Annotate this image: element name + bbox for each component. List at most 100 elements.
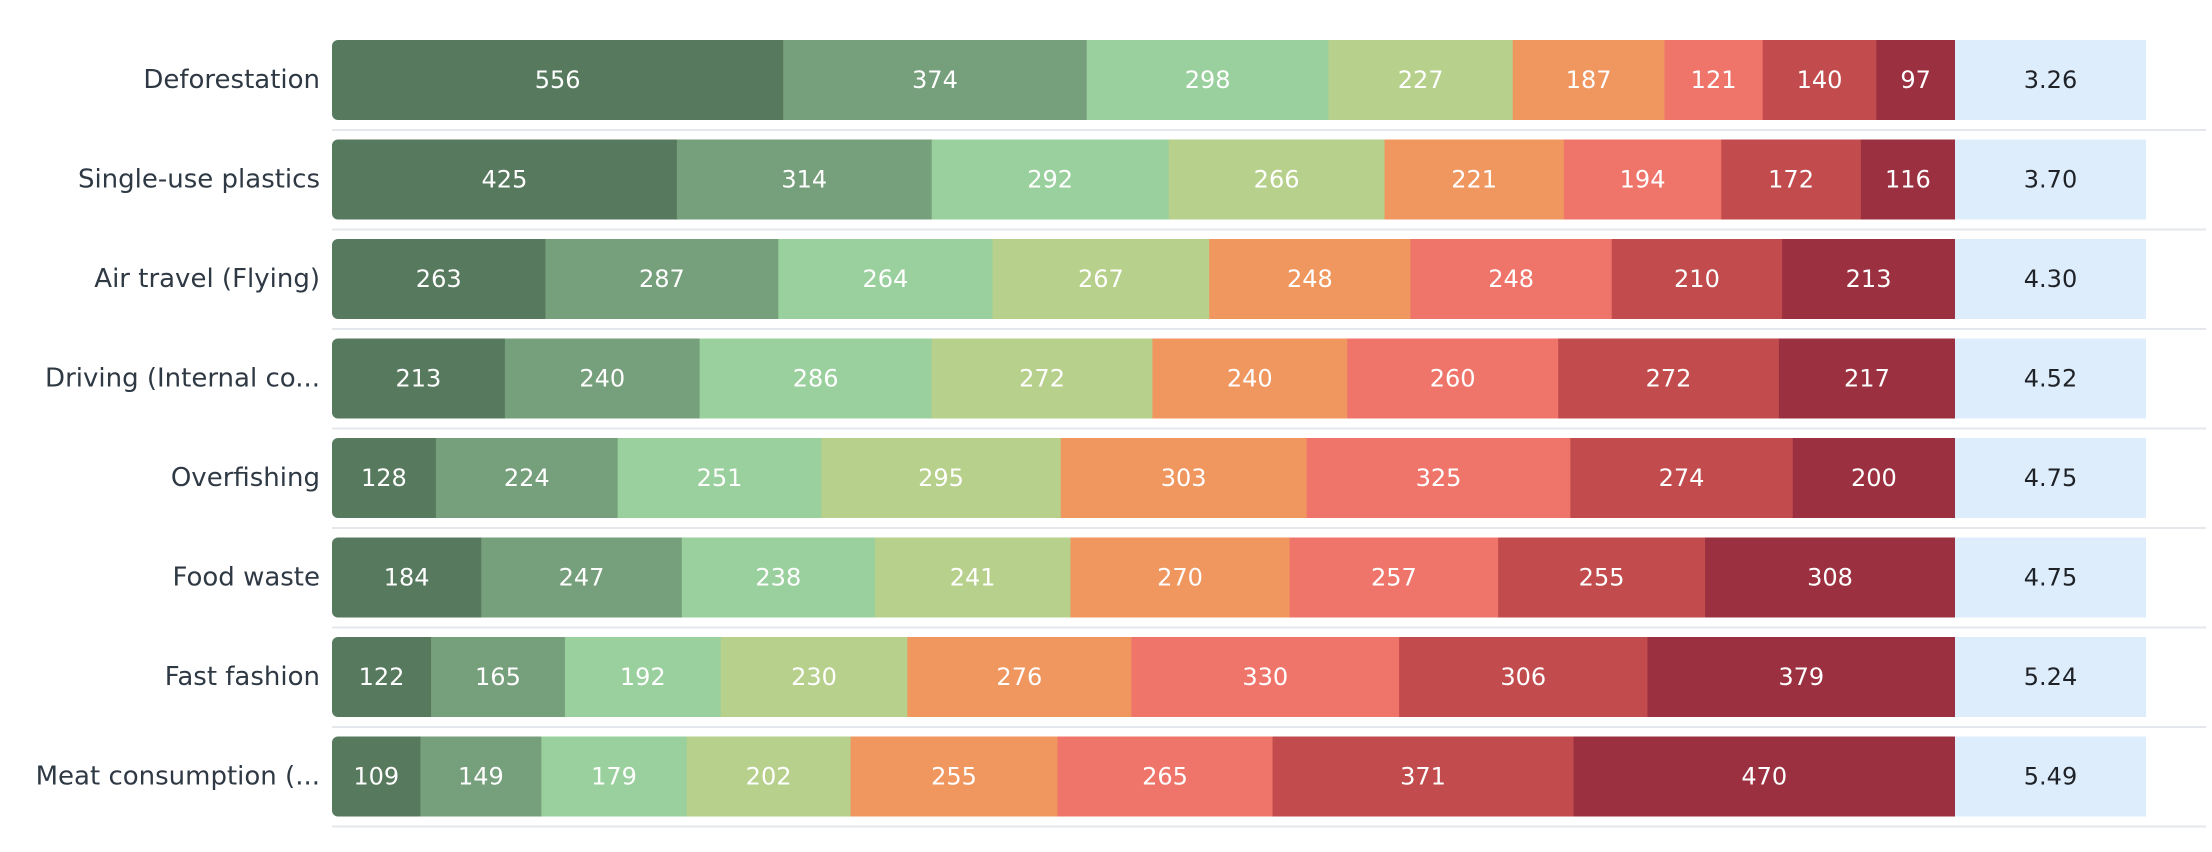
segment-value-label: 257 <box>1371 564 1417 592</box>
bar-segment <box>1792 438 1956 518</box>
segment-value-label: 267 <box>1078 265 1124 293</box>
bar-segment <box>778 239 994 319</box>
segment-value-label: 192 <box>620 663 666 691</box>
stacked-bar <box>332 239 1956 319</box>
segment-value-label: 165 <box>475 663 521 691</box>
segment-value-label: 247 <box>559 564 605 592</box>
bar-segment <box>821 438 1062 518</box>
row-label: Driving (Internal co... <box>45 364 320 394</box>
bar-segment <box>1570 438 1794 518</box>
segment-value-label: 179 <box>591 763 637 791</box>
segment-value-label: 325 <box>1416 464 1462 492</box>
bar-segment <box>1168 139 1386 220</box>
segment-value-label: 286 <box>793 365 839 393</box>
bar-segment <box>992 239 1210 319</box>
segment-value-label: 425 <box>482 166 528 194</box>
bar-segment <box>686 736 852 817</box>
segment-value-label: 221 <box>1451 166 1497 194</box>
segment-value-label: 303 <box>1161 464 1207 492</box>
bar-segment <box>1611 239 1783 319</box>
bar-segment <box>1498 537 1706 618</box>
bar-segment <box>1131 637 1400 717</box>
average-value-label: 4.75 <box>2024 564 2077 592</box>
bar-segment <box>1399 637 1649 717</box>
bar-segment <box>1512 40 1666 120</box>
segment-value-label: 116 <box>1885 166 1931 194</box>
bar-segment <box>1563 139 1722 220</box>
segment-value-label: 140 <box>1797 66 1843 94</box>
segment-value-label: 241 <box>950 564 996 592</box>
average-value-label: 3.26 <box>2024 66 2077 94</box>
segment-value-label: 266 <box>1254 166 1300 194</box>
bar-segment <box>783 40 1088 120</box>
bar-segment <box>699 338 933 419</box>
bar-segment <box>545 239 779 319</box>
bar-segment <box>541 736 688 817</box>
bar-segment <box>481 537 683 618</box>
segment-value-label: 217 <box>1844 365 1890 393</box>
segment-value-label: 149 <box>458 763 504 791</box>
segment-value-label: 274 <box>1659 464 1705 492</box>
average-value-label: 3.70 <box>2024 166 2077 194</box>
stacked-bar <box>332 438 1956 518</box>
segment-value-label: 122 <box>359 663 405 691</box>
bar-segment <box>1152 338 1348 419</box>
segment-value-label: 240 <box>1227 365 1273 393</box>
average-value-label: 4.30 <box>2024 265 2077 293</box>
average-box <box>1955 736 2146 817</box>
segment-value-label: 109 <box>353 763 399 791</box>
bar-segment <box>1664 40 1764 120</box>
bar-segment <box>332 537 482 618</box>
segment-value-label: 330 <box>1242 663 1288 691</box>
stacked-bar <box>332 736 1956 817</box>
segment-value-label: 272 <box>1019 365 1065 393</box>
segment-value-label: 172 <box>1768 166 1814 194</box>
bar-segment <box>1272 736 1575 817</box>
segment-value-label: 292 <box>1027 166 1073 194</box>
segment-value-label: 265 <box>1142 763 1188 791</box>
segment-value-label: 379 <box>1778 663 1824 691</box>
segment-value-label: 260 <box>1430 365 1476 393</box>
bar-segment <box>504 338 701 419</box>
bar-segment <box>874 537 1072 618</box>
segment-value-label: 240 <box>579 365 625 393</box>
bar-segment <box>1705 537 1956 618</box>
segment-value-label: 276 <box>996 663 1042 691</box>
bar-segment <box>1070 537 1291 618</box>
segment-value-label: 306 <box>1500 663 1546 691</box>
bar-segment <box>1647 637 1956 717</box>
segment-value-label: 248 <box>1287 265 1333 293</box>
bar-segment <box>332 438 437 518</box>
segment-value-label: 251 <box>697 464 743 492</box>
bar-segment <box>1086 40 1330 120</box>
segment-value-label: 270 <box>1157 564 1203 592</box>
average-box <box>1955 338 2146 419</box>
bar-segment <box>420 736 542 817</box>
bar-segment <box>435 438 619 518</box>
bar-segment <box>431 637 566 717</box>
segment-value-label: 200 <box>1851 464 1897 492</box>
segment-value-label: 287 <box>639 265 685 293</box>
bar-segment <box>931 139 1170 220</box>
segment-value-label: 210 <box>1674 265 1720 293</box>
bar-segment <box>1762 40 1877 120</box>
row-label: Deforestation <box>143 65 320 95</box>
bar-segment <box>720 637 908 717</box>
bar-segment <box>564 637 722 717</box>
average-value-label: 5.24 <box>2024 663 2077 691</box>
segment-value-label: 213 <box>1846 265 1892 293</box>
row-label: Meat consumption (... <box>36 762 320 792</box>
chart-rows: Deforestation 556 374 298 227 187 121 140 97 3.26… <box>36 40 2206 828</box>
bar-segment <box>332 637 432 717</box>
row-label: Fast fashion <box>165 662 320 692</box>
segment-value-label: 184 <box>384 564 430 592</box>
segment-value-label: 298 <box>1185 66 1231 94</box>
row-label: Air travel (Flying) <box>94 264 320 294</box>
stacked-bar <box>332 139 1956 220</box>
segment-value-label: 230 <box>791 663 837 691</box>
segment-value-label: 121 <box>1691 66 1737 94</box>
bar-segment <box>332 139 678 220</box>
bar-segment <box>681 537 876 618</box>
average-box <box>1955 537 2146 618</box>
segment-value-label: 470 <box>1741 763 1787 791</box>
